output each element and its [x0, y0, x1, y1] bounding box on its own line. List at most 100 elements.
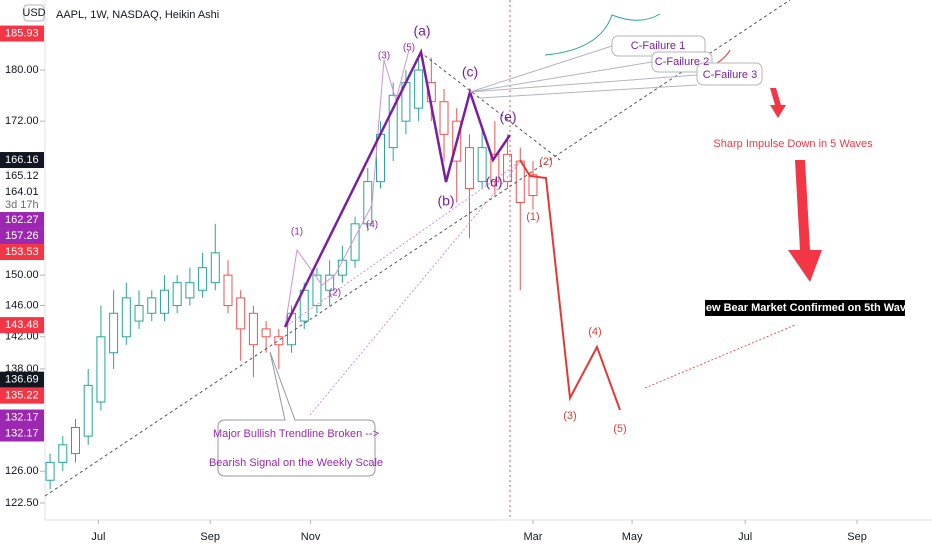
x-tick-label: Mar [524, 531, 543, 543]
arrow [788, 160, 822, 282]
candle-body [147, 297, 157, 314]
candle-body [312, 274, 322, 307]
candle-body [210, 252, 220, 284]
wave-label: (e) [499, 109, 516, 125]
projection-line [644, 324, 796, 389]
x-tick-label: Nov [301, 531, 321, 543]
price-tag-label: 132.17 [5, 427, 39, 439]
candle-body [83, 384, 93, 437]
x-tick-label: Sep [847, 531, 867, 543]
price-tag-label: 162.27 [5, 214, 39, 226]
candle-body [236, 297, 246, 330]
connector [479, 84, 698, 99]
price-tag-label: 135.22 [5, 390, 39, 402]
countdown: 3d 17h [5, 199, 39, 211]
price-tag [0, 212, 44, 229]
price-tag [0, 371, 44, 388]
price-tag [0, 425, 44, 442]
wave-label: (4) [588, 326, 601, 338]
arc [544, 13, 661, 56]
projection-line [309, 161, 521, 416]
note: C-Failure 1 [631, 40, 685, 52]
sub-waves [284, 49, 410, 328]
candle-body [198, 267, 208, 291]
candle-body [248, 312, 258, 346]
wave-label: (3) [378, 51, 390, 62]
wave-label: (a) [413, 23, 430, 39]
price-tag [0, 317, 44, 334]
wave-label: (2) [539, 156, 552, 168]
price-tag [0, 228, 44, 245]
wave-label: (5) [613, 423, 626, 435]
candle-body [134, 305, 144, 322]
candle-body [121, 297, 131, 338]
wave-label: (d) [485, 174, 502, 190]
candle-body [350, 223, 360, 261]
wave-label: (4) [366, 220, 378, 231]
y-tick-label: 150.00 [5, 269, 39, 281]
x-tick-label: Jul [738, 531, 752, 543]
candle-body [490, 153, 500, 183]
wave-label: (2) [329, 288, 341, 299]
price-tag-label: 185.93 [5, 27, 39, 39]
trendline [44, 0, 791, 497]
chart-title: AAPL, 1W, NASDAQ, Heikin Ashi [56, 9, 219, 21]
wave-label: (3) [563, 410, 576, 422]
price-tag-label: 153.53 [5, 246, 39, 258]
candle-body [223, 274, 233, 307]
price-tag-label: 136.69 [5, 374, 39, 386]
price-tag [0, 25, 44, 42]
x-tick-label: Sep [200, 531, 220, 543]
note: Major Bullish Trendline Broken --> [213, 428, 379, 440]
callout-box [217, 351, 376, 477]
wave-label: (1) [526, 211, 539, 223]
currency: USD [22, 7, 45, 19]
arrow [770, 88, 786, 118]
candle-body [109, 312, 119, 354]
candle-body [464, 147, 474, 190]
price-tag [0, 152, 44, 169]
note-box [705, 300, 905, 316]
wave-label: (1) [291, 227, 303, 238]
candle-body [96, 336, 106, 403]
candle-body [45, 461, 55, 481]
note: New Bear Market Confirmed on 5th Wave [698, 302, 912, 314]
note: Sharp Impulse Down in 5 Waves [713, 138, 873, 150]
candle-body [439, 101, 449, 135]
price-tag-label: 165.12 [5, 170, 39, 182]
candle-body [274, 336, 284, 346]
candle-body [185, 282, 195, 299]
abcde-wave [283, 48, 512, 328]
y-tick-label: 126.00 [5, 465, 39, 477]
note: C-Failure 2 [655, 56, 709, 68]
y-tick-label: 180.00 [5, 64, 39, 76]
price-axis: 180.00172.00150.00146.00142.00138.00126.… [0, 0, 45, 520]
candle-body [70, 427, 80, 455]
candle-body [477, 147, 487, 183]
candle-body [337, 259, 347, 276]
x-tick-label: Jul [91, 531, 105, 543]
price-tag-label: 132.17 [5, 411, 39, 423]
drawings [44, 0, 905, 520]
price-tag [0, 409, 44, 426]
candle-body [159, 289, 169, 314]
labels: (a) (b) (c) (d) (e) (1) (2) (3) (4) (5) … [209, 23, 912, 469]
price-tag-label: 143.48 [5, 319, 39, 331]
note: Bearish Signal on the Weekly Scale [209, 457, 383, 469]
price-tag-label: 157.26 [5, 230, 39, 242]
wave-label: (c) [462, 64, 478, 80]
price-tag [0, 387, 44, 404]
note: C-Failure 3 [703, 69, 757, 81]
wave-label: (b) [437, 193, 454, 209]
y-tick-label: 142.00 [5, 331, 39, 343]
connector [469, 45, 613, 93]
candle-body [172, 282, 182, 307]
candle-body [414, 69, 424, 109]
candles [45, 57, 538, 490]
candle-body [261, 328, 271, 338]
wave-label: (5) [403, 43, 415, 54]
callout-box [696, 62, 763, 86]
candle-body [528, 174, 538, 197]
candle-body [58, 444, 68, 463]
